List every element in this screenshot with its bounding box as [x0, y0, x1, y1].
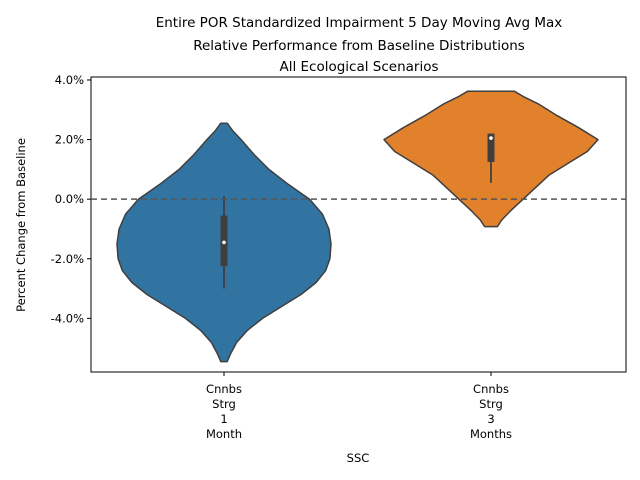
plot-frame: [90, 76, 627, 373]
violin-median-2: [489, 136, 493, 140]
x-tick-label-2: Cnnbs Strg 3 Months: [470, 382, 512, 441]
x-tick-label-line: Months: [470, 427, 512, 441]
y-tick-label-3: 0.0%: [55, 192, 84, 206]
chart-marks: [91, 90, 626, 363]
chart-title-line-2: Relative Performance from Baseline Distr…: [193, 38, 525, 54]
y-axis: -4.0% -2.0% 0.0% 2.0% 4.0%: [51, 73, 91, 325]
y-axis-label: Percent Change from Baseline: [14, 138, 28, 312]
x-tick-label-line: Strg: [212, 397, 236, 411]
x-tick-label-line: 3: [487, 412, 494, 426]
violin-iqr-box-2: [487, 133, 495, 162]
y-tick-label-4: 2.0%: [55, 133, 84, 147]
y-tick-label-1: -4.0%: [51, 311, 84, 325]
y-tick-label-2: -2.0%: [51, 252, 84, 266]
x-tick-label-1: Cnnbs Strg 1 Month: [206, 382, 242, 441]
x-tick-label-line: Strg: [479, 397, 503, 411]
chart-title-line-3: All Ecological Scenarios: [279, 59, 438, 75]
x-tick-label-line: Month: [206, 427, 242, 441]
y-tick-label-5: 4.0%: [55, 73, 84, 87]
x-tick-label-line: 1: [220, 412, 227, 426]
x-tick-label-line: Cnnbs: [206, 382, 242, 396]
x-axis-label: SSC: [347, 451, 370, 465]
x-tick-label-line: Cnnbs: [473, 382, 509, 396]
chart-title-line-1: Entire POR Standardized Impairment 5 Day…: [156, 15, 563, 31]
violin-median-1: [222, 240, 226, 245]
